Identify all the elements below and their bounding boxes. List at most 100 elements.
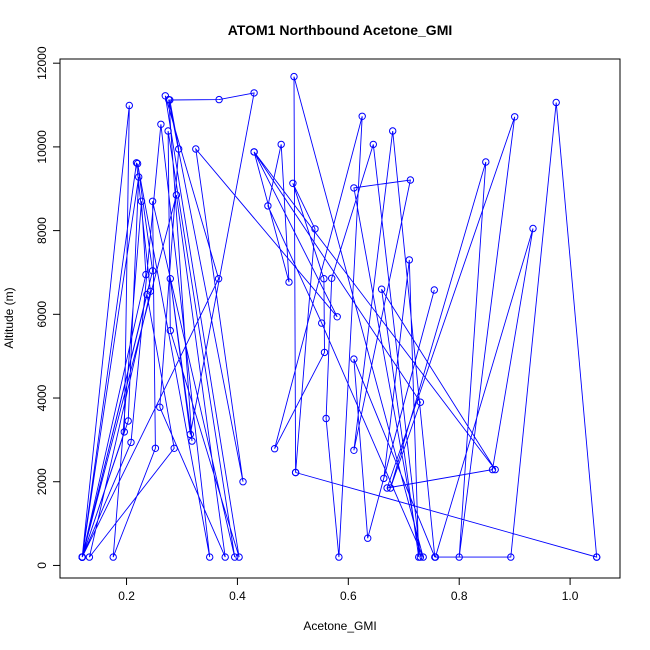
data-point	[214, 275, 223, 283]
data-point	[455, 553, 463, 561]
data-point	[419, 553, 427, 561]
data-point	[320, 348, 329, 357]
data-point	[157, 120, 165, 129]
data-point	[109, 553, 117, 561]
series-line	[81, 76, 598, 558]
y-axis-label: Altitude (m)	[2, 287, 16, 348]
data-point	[322, 414, 330, 423]
data-point	[133, 159, 142, 168]
data-point	[170, 444, 178, 452]
data-point	[192, 145, 200, 153]
y-tick-label: 8000	[35, 217, 49, 244]
x-tick-label: 0.2	[118, 589, 135, 603]
y-tick-label: 12000	[35, 46, 49, 80]
data-point	[416, 398, 425, 406]
data-point	[350, 446, 358, 454]
data-point	[507, 553, 515, 561]
data-point	[277, 140, 285, 149]
plot-frame	[59, 58, 621, 579]
data-point	[235, 553, 243, 561]
data-point	[389, 127, 397, 135]
data-point	[172, 191, 181, 199]
data-point	[175, 145, 183, 153]
x-tick-label: 0.6	[340, 589, 357, 603]
data-point	[415, 553, 423, 561]
data-point	[431, 553, 440, 561]
data-point	[482, 158, 490, 166]
data-point	[264, 202, 272, 210]
data-point	[165, 95, 173, 104]
data-point	[206, 553, 214, 561]
data-point	[215, 95, 223, 104]
data-point	[164, 127, 172, 135]
data-point	[383, 484, 391, 492]
data-point	[380, 474, 388, 483]
data-point	[406, 176, 415, 184]
y-tick-label: 10000	[35, 130, 49, 164]
y-tick-label: 4000	[35, 384, 49, 411]
data-point	[289, 179, 297, 188]
data-point	[132, 159, 141, 167]
data-point	[78, 553, 86, 561]
data-point	[364, 534, 372, 542]
data-point	[148, 267, 157, 275]
y-tick-label: 0	[35, 562, 49, 569]
y-axis: 0 2000 4000 6000 8000 10000 12000	[35, 46, 60, 569]
x-tick-label: 1.0	[562, 589, 579, 603]
data-point	[529, 224, 537, 233]
data-point	[135, 173, 143, 181]
chart-title: ATOM1 Northbound Acetone_GMI	[228, 22, 453, 38]
data-point	[320, 275, 328, 283]
data-point	[166, 326, 175, 335]
data-point	[350, 355, 358, 363]
data-point	[250, 148, 258, 156]
data-point	[358, 112, 366, 121]
data-point	[318, 319, 326, 327]
data-point	[511, 113, 519, 121]
data-point	[270, 445, 279, 453]
data-point	[151, 444, 160, 452]
data-point	[186, 430, 195, 439]
data-point	[127, 438, 135, 447]
data-point	[405, 256, 413, 264]
series-points	[78, 72, 601, 561]
data-point	[328, 274, 336, 282]
data-point	[142, 270, 150, 279]
data-point	[430, 286, 438, 294]
y-tick-label: 6000	[35, 301, 49, 328]
data-point	[491, 465, 499, 474]
data-point	[125, 101, 134, 110]
x-axis: 0.2 0.4 0.6 0.8 1.0	[118, 578, 579, 603]
data-point	[85, 553, 94, 561]
data-point	[593, 553, 601, 561]
x-tick-label: 0.8	[451, 589, 468, 603]
data-point	[377, 285, 386, 293]
data-point	[488, 465, 497, 474]
data-point	[221, 553, 229, 561]
x-tick-label: 0.4	[229, 589, 246, 603]
data-point	[311, 225, 319, 233]
data-point	[285, 278, 293, 286]
data-point	[231, 553, 239, 561]
data-point	[335, 553, 343, 561]
data-point	[250, 89, 258, 97]
data-point	[386, 484, 395, 492]
data-point	[137, 197, 146, 206]
data-point	[148, 197, 157, 206]
data-point	[369, 140, 377, 149]
y-tick-label: 2000	[35, 468, 49, 495]
data-point	[239, 478, 247, 486]
x-axis-label: Acetone_GMI	[303, 619, 376, 633]
data-point	[156, 403, 164, 411]
data-point	[350, 184, 358, 192]
data-point	[290, 72, 298, 81]
data-point	[333, 313, 341, 321]
data-point	[291, 468, 300, 477]
series-lines	[81, 76, 598, 558]
data-point	[188, 437, 196, 445]
data-point	[146, 287, 155, 295]
data-point	[124, 417, 132, 425]
data-point	[552, 98, 560, 107]
